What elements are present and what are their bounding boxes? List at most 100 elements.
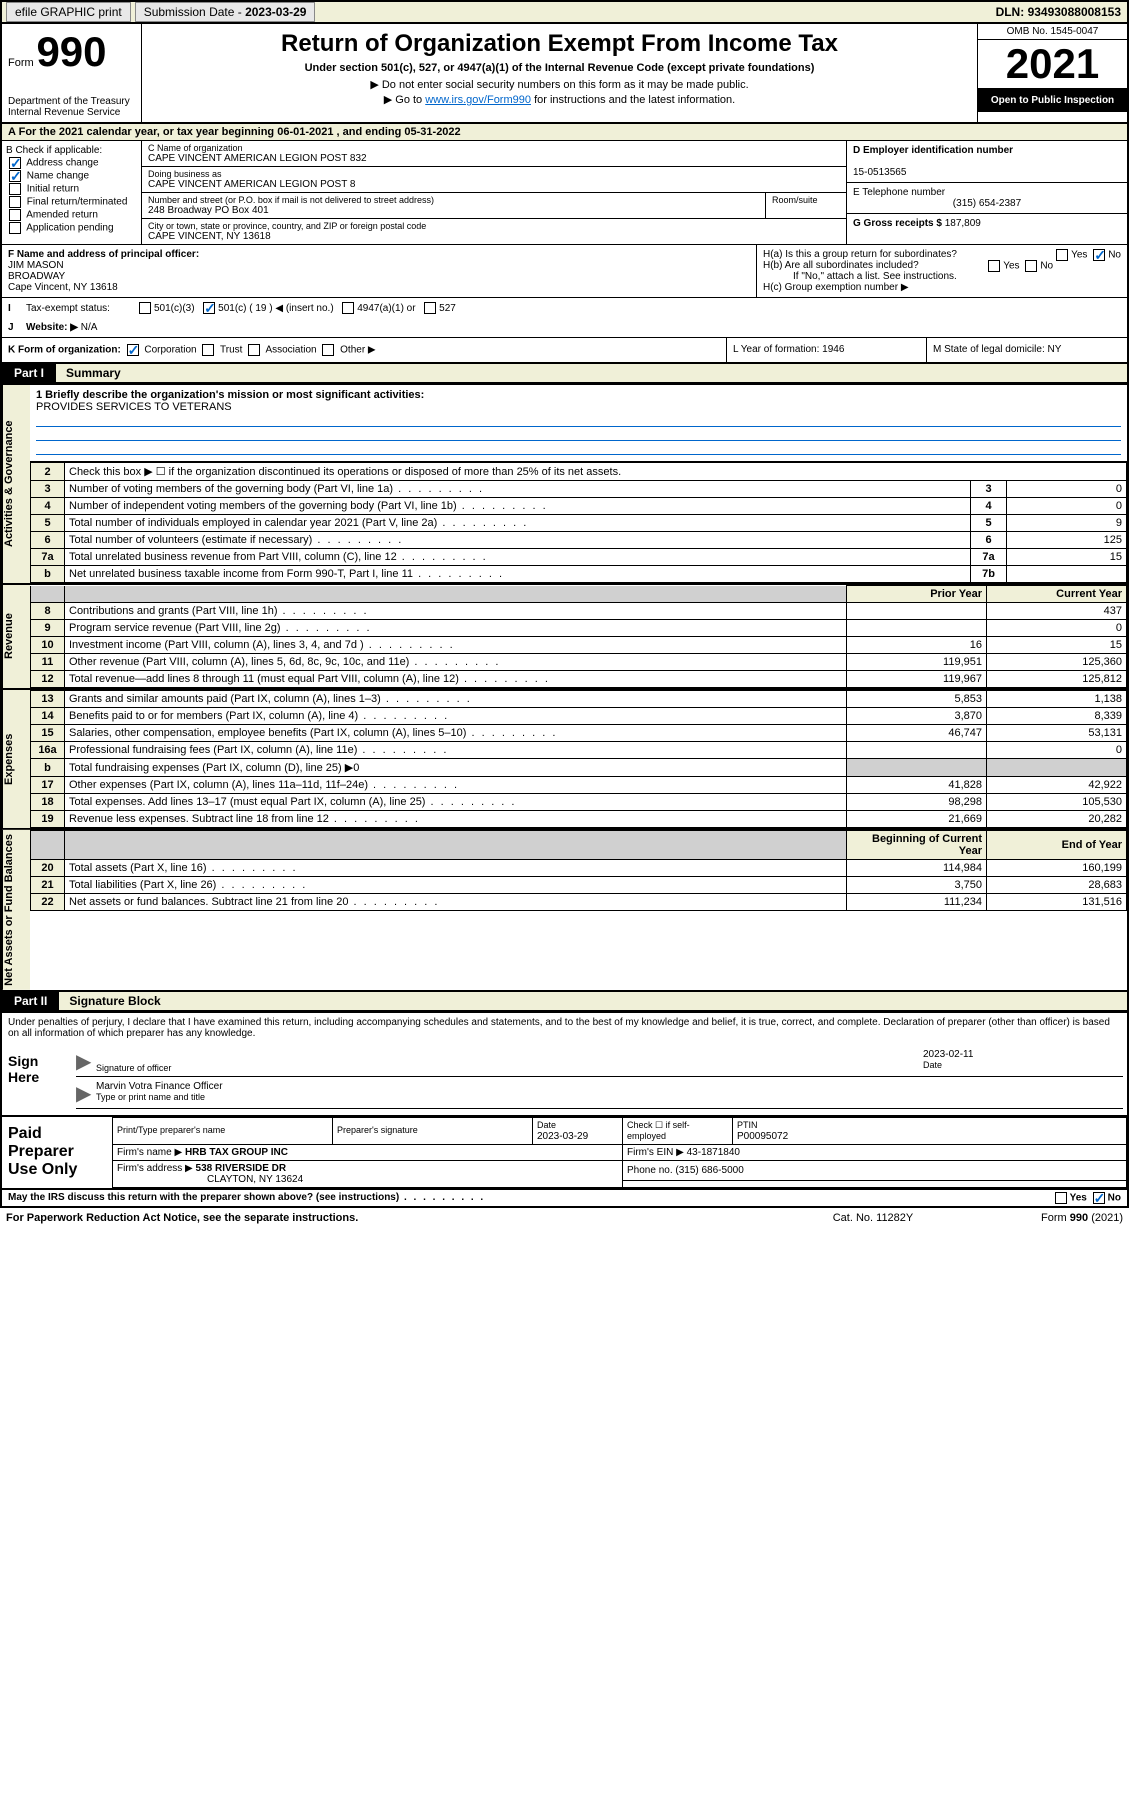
- table-row: 20Total assets (Part X, line 16)114,9841…: [31, 860, 1127, 877]
- table-row: 13Grants and similar amounts paid (Part …: [31, 691, 1127, 708]
- form-subtitle: Under section 501(c), 527, or 4947(a)(1)…: [148, 62, 971, 74]
- chk-501c3[interactable]: [139, 302, 151, 314]
- table-row: 15Salaries, other compensation, employee…: [31, 725, 1127, 742]
- table-row: 21Total liabilities (Part X, line 26)3,7…: [31, 877, 1127, 894]
- header-left: Form 990 Department of the Treasury Inte…: [2, 24, 142, 122]
- discuss-text: May the IRS discuss this return with the…: [8, 1192, 1052, 1204]
- part-i-header: Part I Summary: [2, 364, 1127, 383]
- d-gross: 187,809: [945, 218, 981, 229]
- table-row: 8Contributions and grants (Part VIII, li…: [31, 603, 1127, 620]
- table-row: 3Number of voting members of the governi…: [31, 481, 1127, 498]
- row-klm: K Form of organization: Corporation Trus…: [2, 338, 1127, 364]
- chk-amended[interactable]: Amended return: [6, 209, 137, 221]
- org-dba: CAPE VINCENT AMERICAN LEGION POST 8: [148, 179, 840, 190]
- table-row: 22Net assets or fund balances. Subtract …: [31, 894, 1127, 911]
- part-i-title: Summary: [56, 364, 1127, 382]
- na-py-hdr: Beginning of Current Year: [847, 831, 987, 860]
- col-f: F Name and address of principal officer:…: [2, 245, 757, 297]
- table-row: 16aProfessional fundraising fees (Part I…: [31, 742, 1127, 759]
- top-bar: efile GRAPHIC print Submission Date - 20…: [2, 2, 1127, 24]
- chk-initial[interactable]: Initial return: [6, 183, 137, 195]
- block-bcd: B Check if applicable: Address change Na…: [2, 141, 1127, 245]
- table-row: 7aTotal unrelated business revenue from …: [31, 549, 1127, 566]
- h-note: If "No," attach a list. See instructions…: [763, 271, 1121, 282]
- chk-name[interactable]: Name change: [6, 170, 137, 182]
- sig-name-lbl: Type or print name and title: [96, 1092, 205, 1102]
- form-title: Return of Organization Exempt From Incom…: [148, 30, 971, 58]
- chk-501c[interactable]: [203, 302, 215, 314]
- sig-date-lbl: Date: [923, 1060, 942, 1070]
- c-city-lbl: City or town, state or province, country…: [148, 221, 840, 231]
- sig-officer-lbl: Signature of officer: [96, 1063, 171, 1073]
- side-na: Net Assets or Fund Balances: [2, 830, 30, 990]
- dln: DLN: 93493088008153: [990, 5, 1127, 19]
- c-dba-lbl: Doing business as: [148, 169, 840, 179]
- chk-4947[interactable]: [342, 302, 354, 314]
- efile-button[interactable]: efile GRAPHIC print: [6, 2, 131, 22]
- table-row: 19Revenue less expenses. Subtract line 1…: [31, 811, 1127, 828]
- table-row: 11Other revenue (Part VIII, column (A), …: [31, 654, 1127, 671]
- sec-rev: Revenue Prior Year Current Year 8Contrib…: [2, 583, 1127, 688]
- c-addr-lbl: Number and street (or P.O. box if mail i…: [148, 195, 759, 205]
- q1: 1 Briefly describe the organization's mi…: [30, 385, 1127, 462]
- chk-pending[interactable]: Application pending: [6, 222, 137, 234]
- note-pre: ▶ Go to: [384, 94, 425, 106]
- chk-trust[interactable]: [202, 344, 214, 356]
- submission-label: Submission Date -: [144, 5, 245, 19]
- table-row: 12Total revenue—add lines 8 through 11 (…: [31, 671, 1127, 688]
- f-name: JIM MASON: [8, 260, 64, 271]
- table-row: 5Total number of individuals employed in…: [31, 515, 1127, 532]
- chk-other[interactable]: [322, 344, 334, 356]
- note-ssn: ▶ Do not enter social security numbers o…: [148, 78, 971, 91]
- header-right: OMB No. 1545-0047 2021 Open to Public In…: [977, 24, 1127, 122]
- irs-link[interactable]: www.irs.gov/Form990: [425, 94, 531, 106]
- form-number: 990: [36, 28, 106, 75]
- submission-date-button[interactable]: Submission Date - 2023-03-29: [135, 2, 316, 22]
- m-state: M State of legal domicile: NY: [927, 338, 1127, 362]
- d-ein: 15-0513565: [853, 167, 906, 178]
- h-b: H(b) Are all subordinates included? Yes …: [763, 260, 1121, 271]
- org-name: CAPE VINCENT AMERICAN LEGION POST 832: [148, 153, 840, 164]
- period-mid: , and ending: [337, 126, 405, 138]
- paid-preparer: Paid Preparer Use Only Print/Type prepar…: [2, 1115, 1127, 1188]
- side-exp: Expenses: [2, 690, 30, 828]
- d-tel-lbl: E Telephone number: [853, 187, 1121, 198]
- open-inspection: Open to Public Inspection: [978, 89, 1127, 112]
- form-word: Form: [8, 57, 34, 69]
- col-d: D Employer identification number 15-0513…: [847, 141, 1127, 244]
- chk-527[interactable]: [424, 302, 436, 314]
- table-row: 18Total expenses. Add lines 13–17 (must …: [31, 794, 1127, 811]
- chk-assoc[interactable]: [248, 344, 260, 356]
- rev-table: Prior Year Current Year 8Contributions a…: [30, 585, 1127, 688]
- f-lbl: F Name and address of principal officer:: [8, 249, 199, 260]
- omb-number: OMB No. 1545-0047: [978, 24, 1127, 40]
- part-ii-header: Part II Signature Block: [2, 990, 1127, 1011]
- d-ein-lbl: D Employer identification number: [853, 145, 1013, 156]
- tax-year: 2021: [978, 40, 1127, 89]
- side-ag: Activities & Governance: [2, 385, 30, 583]
- sig-date: 2023-02-11: [923, 1049, 1123, 1060]
- d-gross-lbl: G Gross receipts $: [853, 218, 945, 229]
- form-ref: Form 990 (2021): [973, 1212, 1123, 1224]
- i-lbl: Tax-exempt status:: [26, 303, 136, 314]
- exp-table: 13Grants and similar amounts paid (Part …: [30, 690, 1127, 828]
- j-lbl: Website: ▶: [26, 322, 78, 333]
- line-j: J Website: ▶ N/A: [2, 318, 1127, 338]
- col-h: H(a) Is this a group return for subordin…: [757, 245, 1127, 297]
- dept-treasury: Department of the Treasury Internal Reve…: [8, 96, 135, 118]
- signature-block: Under penalties of perjury, I declare th…: [2, 1011, 1127, 1115]
- discuss-no[interactable]: [1093, 1192, 1105, 1204]
- chk-final[interactable]: Final return/terminated: [6, 196, 137, 208]
- d-tel: (315) 654-2387: [853, 198, 1121, 209]
- c-name-lbl: C Name of organization: [148, 143, 840, 153]
- chk-corp[interactable]: [127, 344, 139, 356]
- table-row: 14Benefits paid to or for members (Part …: [31, 708, 1127, 725]
- col-c: C Name of organization CAPE VINCENT AMER…: [142, 141, 847, 244]
- discuss-yes[interactable]: [1055, 1192, 1067, 1204]
- q1-val: PROVIDES SERVICES TO VETERANS: [36, 401, 232, 413]
- note-link: ▶ Go to www.irs.gov/Form990 for instruct…: [148, 93, 971, 106]
- sign-here-lbl: Sign Here: [2, 1043, 72, 1115]
- part-ii-title: Signature Block: [59, 992, 1127, 1010]
- period-line: A For the 2021 calendar year, or tax yea…: [2, 124, 1127, 141]
- chk-address[interactable]: Address change: [6, 157, 137, 169]
